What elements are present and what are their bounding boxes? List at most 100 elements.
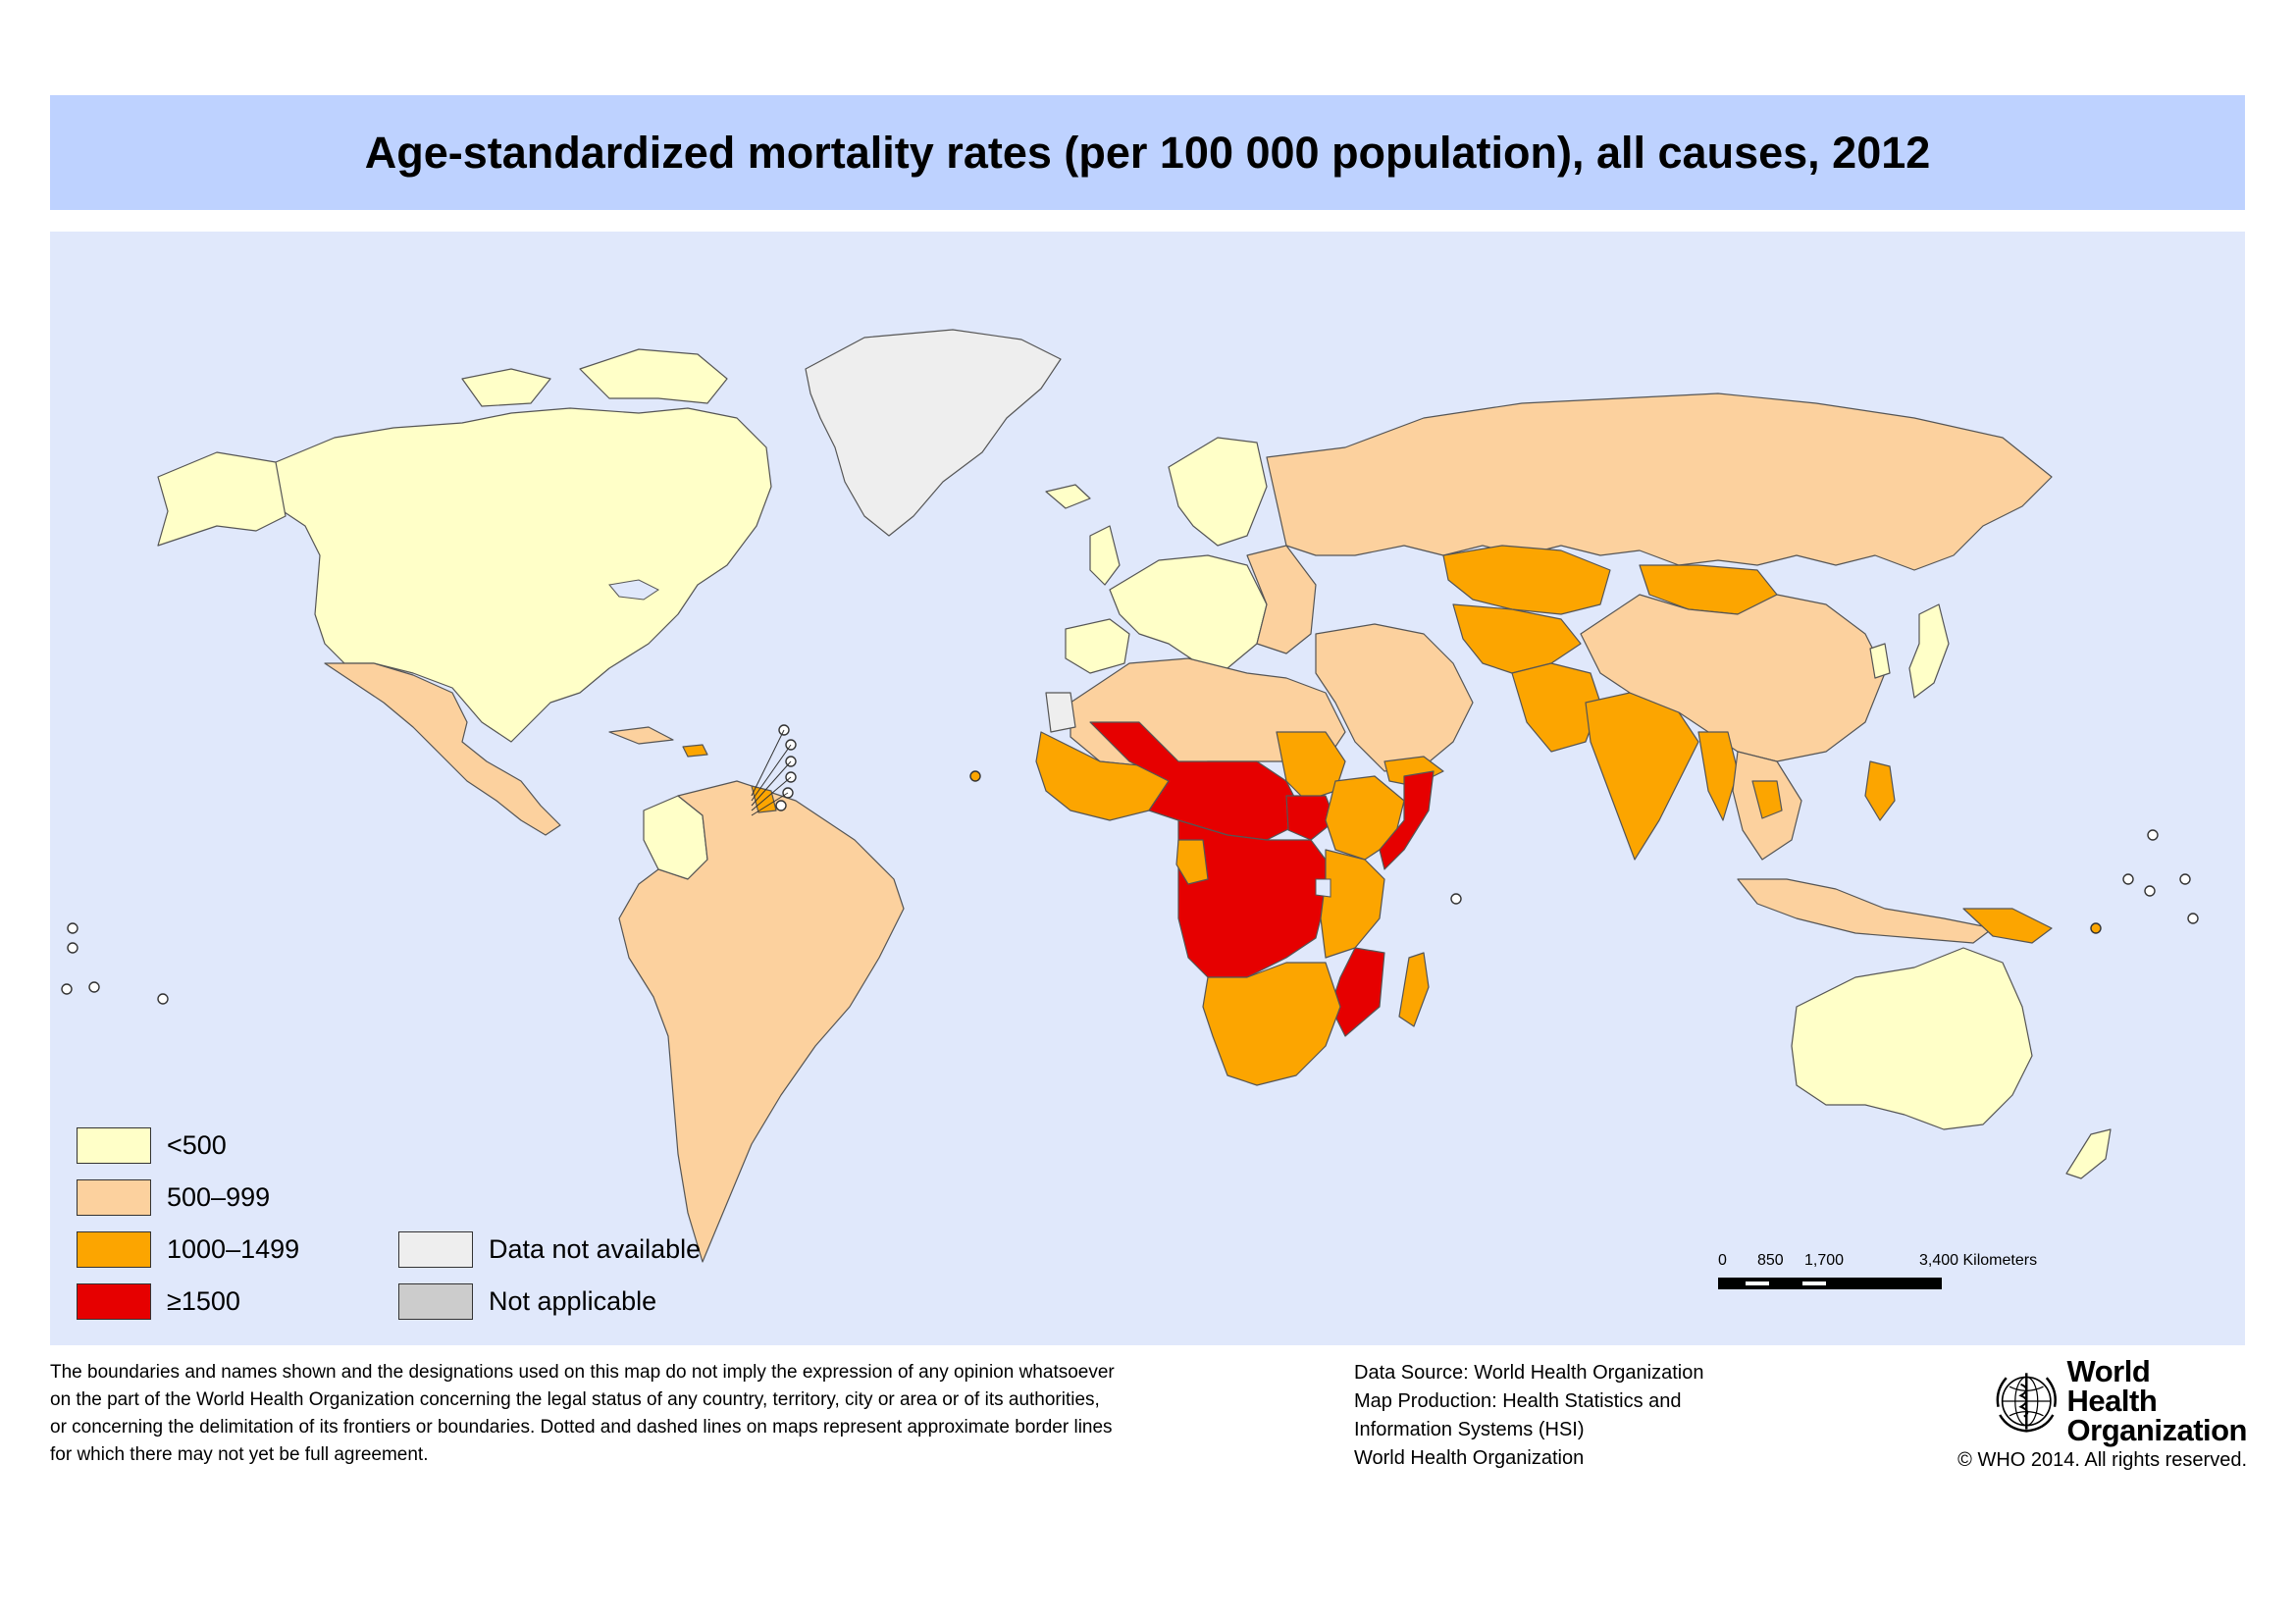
small-island-marker xyxy=(88,981,100,993)
region-china xyxy=(1580,594,1886,762)
region-kazakhstan xyxy=(1442,545,1611,615)
region-somalia xyxy=(1379,770,1435,870)
region-central-africa xyxy=(1177,819,1327,978)
region-sahel xyxy=(1089,721,1307,841)
source-line: Map Production: Health Statistics and xyxy=(1354,1390,1682,1412)
copyright: © WHO 2014. All rights reserved. xyxy=(1957,1449,2247,1471)
legend-swatch xyxy=(398,1283,473,1320)
scale-tick-label: 1,700 xyxy=(1804,1252,1845,1269)
legend-swatch xyxy=(77,1179,151,1216)
region-japan xyxy=(1908,603,1950,699)
legend-swatch xyxy=(77,1283,151,1320)
legend-label: ≥1500 xyxy=(167,1286,240,1316)
legend-label: 1000–1499 xyxy=(167,1234,300,1264)
region-canada-islands-2 xyxy=(461,368,551,407)
region-middle-east xyxy=(1315,623,1474,772)
region-alaska xyxy=(157,451,287,547)
scale-bar: 0 850 1,700 3,400 Kilometers xyxy=(1718,1252,2042,1331)
region-central-asia xyxy=(1452,603,1582,674)
region-scandinavia xyxy=(1168,437,1268,547)
region-great-lakes xyxy=(608,579,659,601)
small-island-marker xyxy=(1450,893,1462,905)
small-island-marker xyxy=(2144,885,2156,897)
region-indonesia xyxy=(1737,878,1994,944)
region-cuba xyxy=(608,726,674,745)
region-iberia xyxy=(1065,618,1130,674)
legend-item-data-not-available: Data not available xyxy=(398,1231,701,1268)
data-source: Data Source: World Health Organization M… xyxy=(1354,1359,1703,1473)
region-west-sahara xyxy=(1045,692,1076,733)
scale-tick-label: 0 xyxy=(1718,1252,1727,1269)
region-gabon-congo xyxy=(1175,839,1209,885)
region-east-africa xyxy=(1320,849,1385,959)
region-south-america xyxy=(618,780,905,1263)
region-west-africa xyxy=(1035,731,1170,821)
region-myanmar xyxy=(1697,731,1739,821)
legend-label: 500–999 xyxy=(167,1182,271,1212)
region-greenland xyxy=(805,329,1062,537)
region-australia xyxy=(1791,947,2033,1130)
legend-item-500-999: 500–999 xyxy=(77,1179,270,1216)
disclaimer-line: The boundaries and names shown and the d… xyxy=(50,1362,1115,1383)
source-line: Data Source: World Health Organization xyxy=(1354,1362,1704,1384)
legend-label: Not applicable xyxy=(489,1286,657,1316)
scale-labels: 0 850 1,700 3,400 Kilometers xyxy=(1718,1252,2042,1276)
scale-bar-graphic xyxy=(1718,1278,1942,1289)
who-logo-text: World Health Organization xyxy=(2066,1353,2248,1447)
source-line: World Health Organization xyxy=(1354,1447,1585,1469)
small-island-marker xyxy=(2179,873,2191,885)
legend-item-not-applicable: Not applicable xyxy=(398,1283,656,1320)
region-philippines xyxy=(1864,760,1896,821)
small-island-marker xyxy=(775,800,787,811)
region-south-sudan xyxy=(1285,795,1336,841)
small-island-marker xyxy=(2122,873,2134,885)
source-line: Information Systems (HSI) xyxy=(1354,1419,1585,1440)
legend-item-1000-1499: 1000–1499 xyxy=(77,1231,299,1268)
legend-label: <500 xyxy=(167,1130,227,1160)
region-russia xyxy=(1266,392,2053,571)
region-southern-africa xyxy=(1202,962,1341,1086)
disclaimer-line: for which there may not yet be full agre… xyxy=(50,1444,429,1465)
small-island-marker xyxy=(2187,913,2199,924)
region-mozambique xyxy=(1330,947,1385,1037)
small-island-marker-high xyxy=(2090,922,2102,934)
map-area[interactable]: <500 500–999 1000–1499 ≥1500 Data not av… xyxy=(50,232,2245,1345)
title-bar: Age-standardized mortality rates (per 10… xyxy=(50,95,2245,210)
region-iceland xyxy=(1045,484,1091,509)
region-western-europe xyxy=(1109,554,1268,669)
small-island-marker xyxy=(61,983,73,995)
region-eastern-europe xyxy=(1246,545,1317,654)
legend-item-under-500: <500 xyxy=(77,1127,227,1164)
logo-line: World Health xyxy=(2066,1353,2158,1418)
scale-tick-label: 850 xyxy=(1757,1252,1784,1269)
small-island-marker-high xyxy=(969,770,981,782)
legend-swatch xyxy=(77,1231,151,1268)
region-new-zealand xyxy=(2065,1128,2112,1179)
region-india xyxy=(1585,692,1699,861)
region-north-america xyxy=(226,407,772,743)
disclaimer-line: on the part of the World Health Organiza… xyxy=(50,1389,1100,1410)
small-island-marker xyxy=(2147,829,2159,841)
region-madagascar xyxy=(1398,952,1430,1027)
region-mexico xyxy=(324,662,561,836)
region-cambodia-laos xyxy=(1751,780,1783,819)
who-emblem-icon xyxy=(1996,1372,2057,1433)
small-island-marker xyxy=(157,993,169,1005)
map-title: Age-standardized mortality rates (per 10… xyxy=(364,127,1931,178)
small-island-marker xyxy=(67,922,78,934)
legend-item-over-1500: ≥1500 xyxy=(77,1283,240,1320)
who-logo: World Health Organization xyxy=(1992,1353,2248,1447)
logo-line: Organization xyxy=(2066,1412,2248,1447)
region-haiti xyxy=(682,744,708,758)
disclaimer: The boundaries and names shown and the d… xyxy=(50,1359,1286,1469)
legend-swatch xyxy=(398,1231,473,1268)
world-map[interactable] xyxy=(50,232,2245,1345)
region-canada-islands xyxy=(579,348,728,404)
scale-tick-label: 3,400 Kilometers xyxy=(1919,1252,2038,1269)
disclaimer-line: or concerning the delimitation of its fr… xyxy=(50,1417,1113,1438)
region-png xyxy=(1962,908,2053,944)
small-island-marker xyxy=(67,942,78,954)
legend-label: Data not available xyxy=(489,1234,702,1264)
legend-swatch xyxy=(77,1127,151,1164)
region-uk xyxy=(1089,525,1121,586)
